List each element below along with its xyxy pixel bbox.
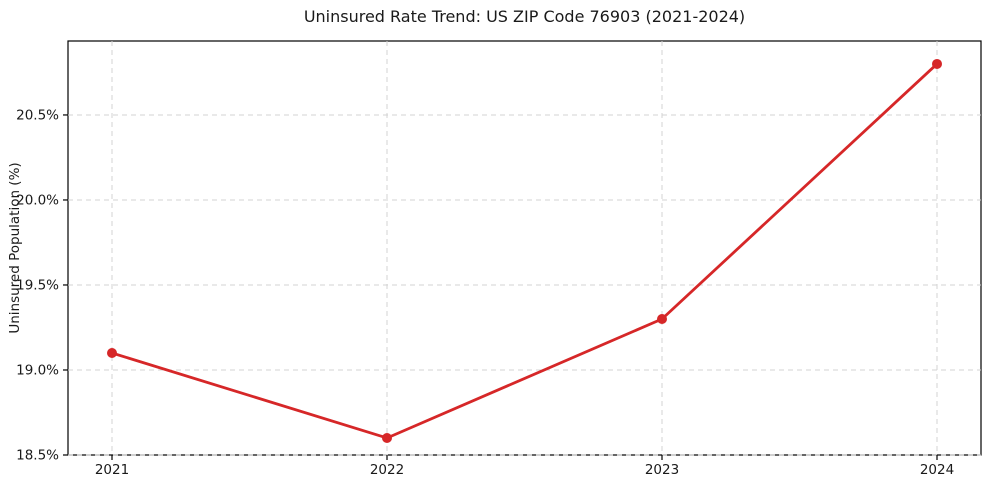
trend-line [110,62,939,440]
x-tick-label: 2024 [920,462,954,478]
x-tick-label: 2023 [645,462,679,478]
data-point-2024 [932,58,942,69]
y-tick-label: 18.5% [16,448,59,464]
data-point-2022 [382,432,392,443]
y-tick-label: 20.5% [16,107,59,123]
y-tick-label: 19.5% [16,277,59,293]
y-tick-label: 19.0% [16,362,59,378]
y-tick-label: 20.0% [16,192,59,208]
x-tick-label: 2022 [370,462,404,478]
plot-border [67,40,982,456]
chart-title: Uninsured Rate Trend: US ZIP Code 76903 … [303,7,746,26]
x-tick-label: 2021 [95,462,129,478]
data-point-2021 [107,347,117,358]
data-point-2023 [657,313,667,324]
